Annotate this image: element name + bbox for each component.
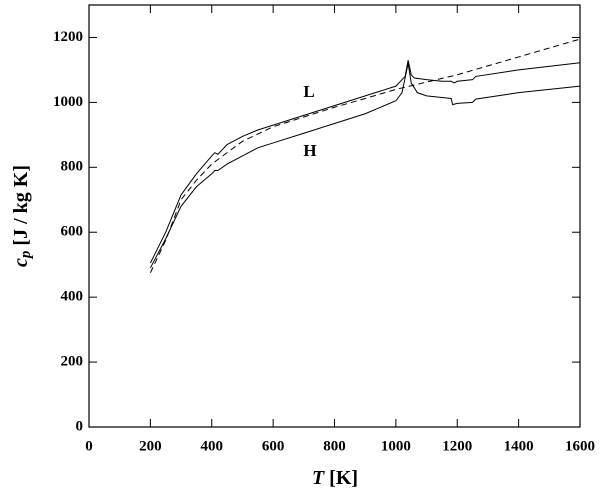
series-line [149,38,581,274]
plot-frame [88,4,581,428]
y-tick-label: 600 [61,224,84,240]
y-label-symbol: c [10,258,32,267]
y-label-subscript: p [18,250,34,260]
series-line [149,63,581,269]
y-tick-label: 400 [61,289,84,305]
y-tick-label: 0 [76,418,84,434]
y-label-unit: [J / kg K] [10,165,32,246]
annotation: H [303,141,316,160]
x-tick-label: 1600 [565,438,595,454]
x-tick-label: 1400 [504,438,534,454]
x-tick-label: 400 [201,438,224,454]
y-axis-label: cp [J / kg K] [10,165,35,267]
x-label-unit: [K] [329,467,358,489]
x-tick-label: 1200 [442,438,472,454]
annotation: L [303,82,314,101]
y-tick-label: 800 [61,159,84,175]
x-tick-label: 1000 [381,438,411,454]
x-axis-label: T [K] [312,467,358,489]
x-label-symbol: T [312,467,325,489]
series-line [149,60,581,264]
x-tick-label: 0 [85,438,93,454]
x-tick-label: 800 [323,438,346,454]
x-tick-label: 600 [262,438,285,454]
y-tick-label: 200 [61,354,84,370]
y-tick-label: 1200 [53,29,83,45]
y-tick-label: 1000 [53,94,83,110]
x-tick-label: 200 [139,438,162,454]
